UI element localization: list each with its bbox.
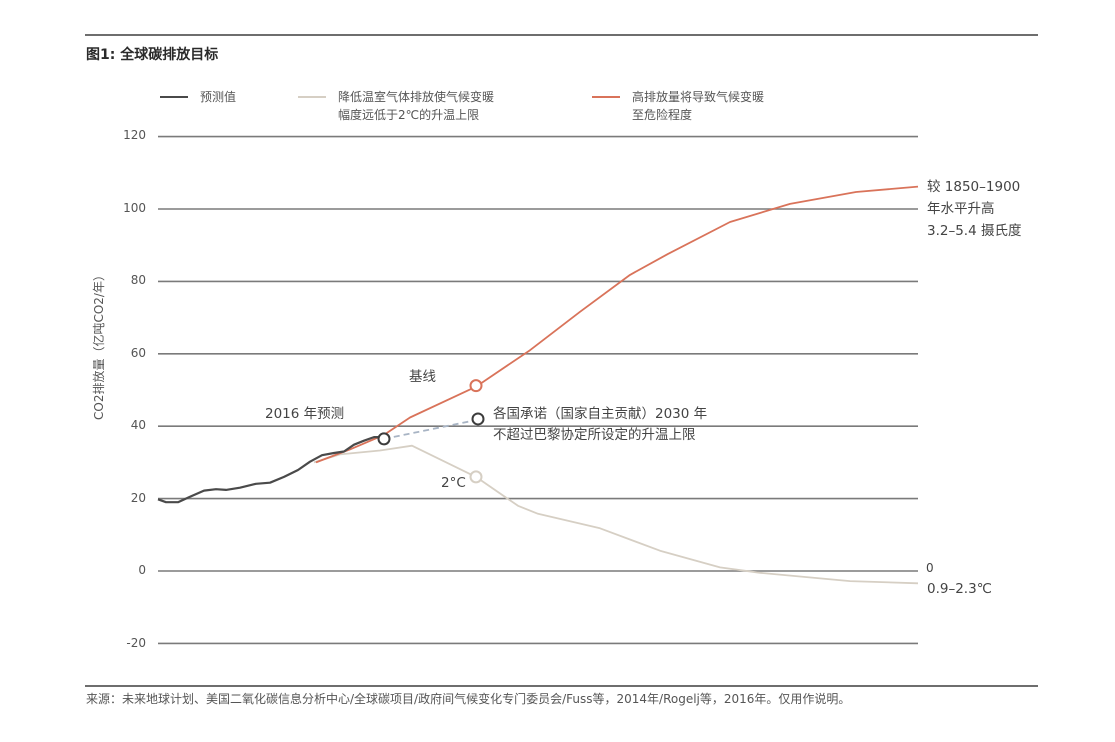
legend-item-high-emissions: 高排放量将导致气候变暖 至危险程度 <box>592 88 764 124</box>
y-tick: 20 <box>130 491 146 505</box>
series-lines <box>157 185 919 585</box>
y-tick: -20 <box>126 636 146 650</box>
y-tick: 60 <box>130 346 146 360</box>
annotation-2c: 2°C <box>441 475 466 491</box>
y-tick: 80 <box>130 273 146 287</box>
legend-label: 预测值 <box>200 90 237 104</box>
data-marker <box>469 470 483 484</box>
legend-swatch-forecast <box>160 96 188 98</box>
y-tick: 0 <box>138 563 146 577</box>
legend-item-forecast: 预测值 <box>160 88 236 106</box>
legend-label: 降低温室气体排放使气候变暖 幅度远低于2℃的升温上限 <box>338 90 495 122</box>
annotation-low-end: 0.9–2.3℃ <box>927 581 992 597</box>
series-markers <box>377 379 485 484</box>
annotation-high-end: 较 1850–1900 年水平升高 3.2–5.4 摄氏度 <box>927 179 1022 239</box>
series-line <box>313 444 919 585</box>
series-line <box>157 436 384 504</box>
top-rule <box>85 34 1038 36</box>
legend-swatch-low-emissions <box>298 96 326 98</box>
legend-label: 高排放量将导致气候变暖 至危险程度 <box>632 90 765 122</box>
annotation-2016-forecast: 2016 年预测 <box>265 406 345 422</box>
gridlines <box>158 135 918 645</box>
y-tick: 100 <box>123 201 146 215</box>
y-tick: 40 <box>130 418 146 432</box>
data-marker <box>469 379 483 393</box>
figure-source: 来源：未来地球计划、美国二氧化碳信息分析中心/全球碳项目/政府间气候变化专门委员… <box>86 692 851 706</box>
data-marker <box>471 412 485 426</box>
annotation-zero: 0 <box>926 561 934 575</box>
legend-swatch-high-emissions <box>592 96 620 98</box>
series-line <box>383 418 479 440</box>
legend-item-low-emissions: 降低温室气体排放使气候变暖 幅度远低于2℃的升温上限 <box>298 88 494 124</box>
annotation-baseline: 基线 <box>409 369 436 385</box>
bottom-rule <box>85 685 1038 687</box>
figure-title: 图1: 全球碳排放目标 <box>86 47 219 63</box>
data-marker <box>377 432 391 446</box>
annotation-ndc: 各国承诺（国家自主贡献）2030 年 不超过巴黎协定所设定的升温上限 <box>493 406 708 443</box>
y-tick: 120 <box>123 128 146 142</box>
